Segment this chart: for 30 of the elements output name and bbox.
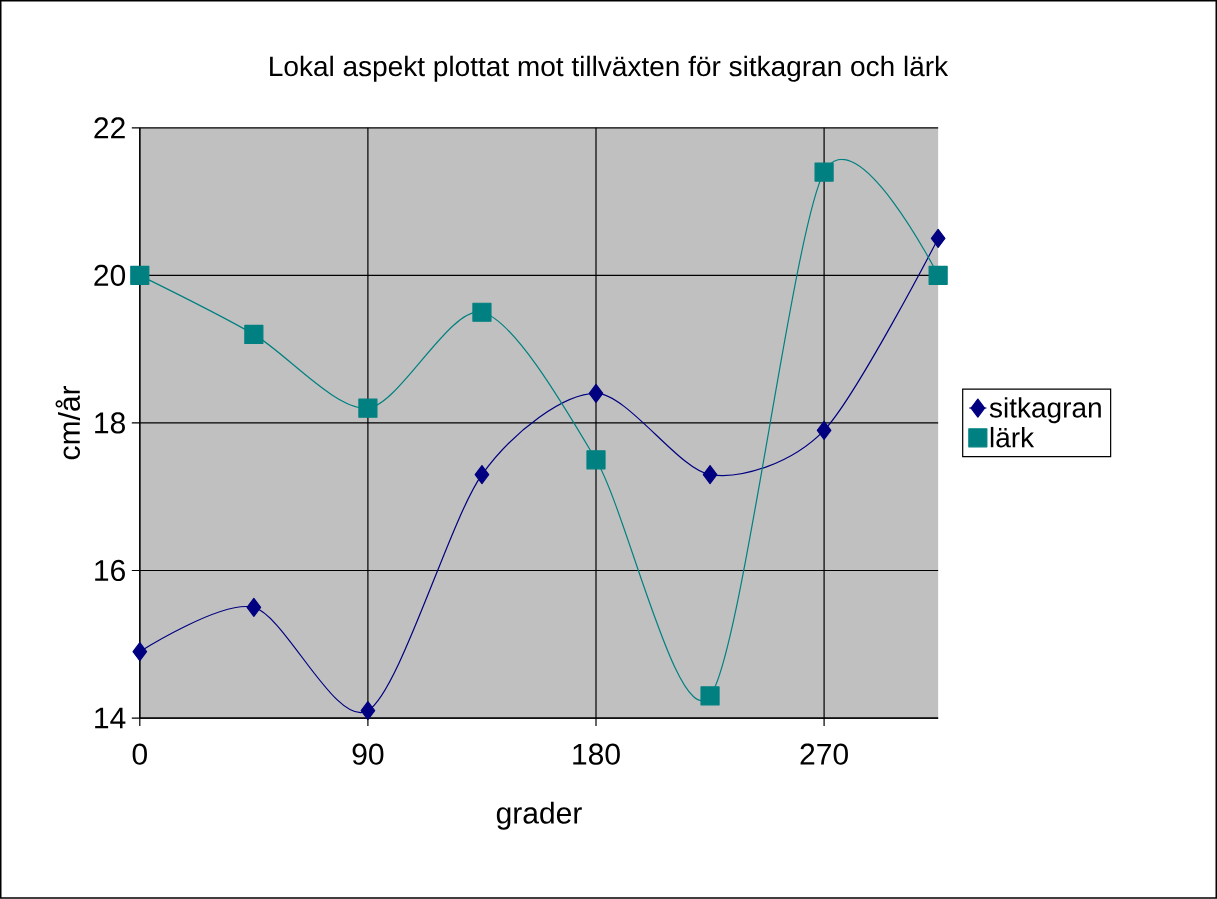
y-tick-label: 20: [94, 264, 126, 287]
point: [244, 324, 264, 345]
point: [930, 228, 946, 249]
point: [360, 701, 376, 721]
x-tick-label: 270: [800, 743, 848, 765]
point: [358, 398, 378, 418]
point: [130, 265, 150, 286]
point: [586, 450, 606, 470]
point: [472, 302, 492, 322]
legend-label: lärk: [990, 426, 1035, 448]
point: [928, 265, 948, 286]
point: [816, 420, 832, 440]
y-tick-label: 18: [95, 412, 125, 434]
point: [246, 597, 262, 618]
y-tick-label: 22: [94, 117, 125, 139]
x-tick-label: 90: [352, 743, 384, 765]
point: [132, 642, 148, 662]
x-tick-label: 0: [132, 743, 147, 765]
point: [474, 465, 490, 485]
x-tick-label: 180: [573, 743, 620, 765]
legend-label: sitkagran: [989, 397, 1101, 424]
x-axis-title: grader: [496, 801, 582, 830]
point: [702, 465, 718, 485]
point: [814, 162, 834, 182]
point: [700, 686, 720, 706]
y-tick-label: 16: [95, 559, 125, 582]
point: [588, 383, 604, 404]
y-tick-label: 14: [95, 707, 126, 729]
y-axis-title: cm/år: [55, 385, 81, 460]
chart-title: Lokal aspekt plottat mot tillväxten för sitkagran och lärk: [270, 55, 949, 82]
